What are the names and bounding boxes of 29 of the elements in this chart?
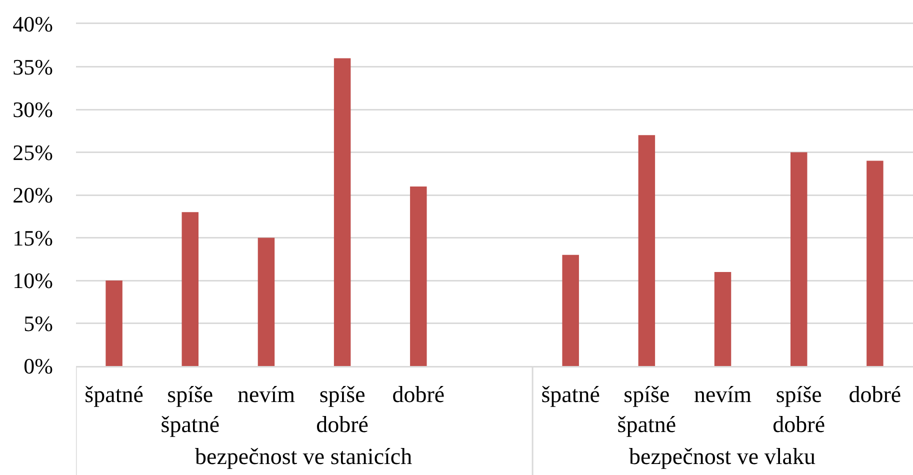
bar (562, 254, 579, 366)
x-tick-label: špatné (84, 382, 144, 408)
bar (182, 212, 199, 366)
x-tick-label: nevím (694, 382, 752, 408)
y-tick-label: 25% (12, 140, 53, 165)
text: bezpečnost ve vlaku (629, 444, 816, 469)
text: bezpečnost ve stanicích (195, 444, 413, 469)
x-tick-label: špatné (541, 382, 600, 408)
x-tick-label: spíše dobré (316, 382, 369, 437)
y-tick-label: 0% (24, 354, 53, 379)
x-tick-label: spíše dobré (772, 382, 826, 437)
bar (258, 238, 275, 366)
y-tick-label: 10% (12, 268, 53, 294)
bar (866, 160, 884, 366)
y-tick-label: 20% (12, 182, 53, 208)
bar (334, 58, 351, 366)
bar (790, 152, 808, 366)
x-tick-label: dobré (848, 382, 902, 408)
y-tick-label: 30% (12, 97, 53, 122)
bar (106, 280, 122, 366)
bar (638, 135, 656, 366)
bar (410, 186, 427, 366)
x-tick-label: dobré (392, 382, 445, 408)
y-tick-label: 15% (12, 225, 53, 250)
y-tick-label: 5% (24, 310, 53, 336)
bar (714, 272, 732, 366)
y-tick-label: 35% (12, 54, 53, 80)
y-tick-label: 40% (12, 12, 53, 37)
x-tick-label: nevím (237, 382, 296, 408)
